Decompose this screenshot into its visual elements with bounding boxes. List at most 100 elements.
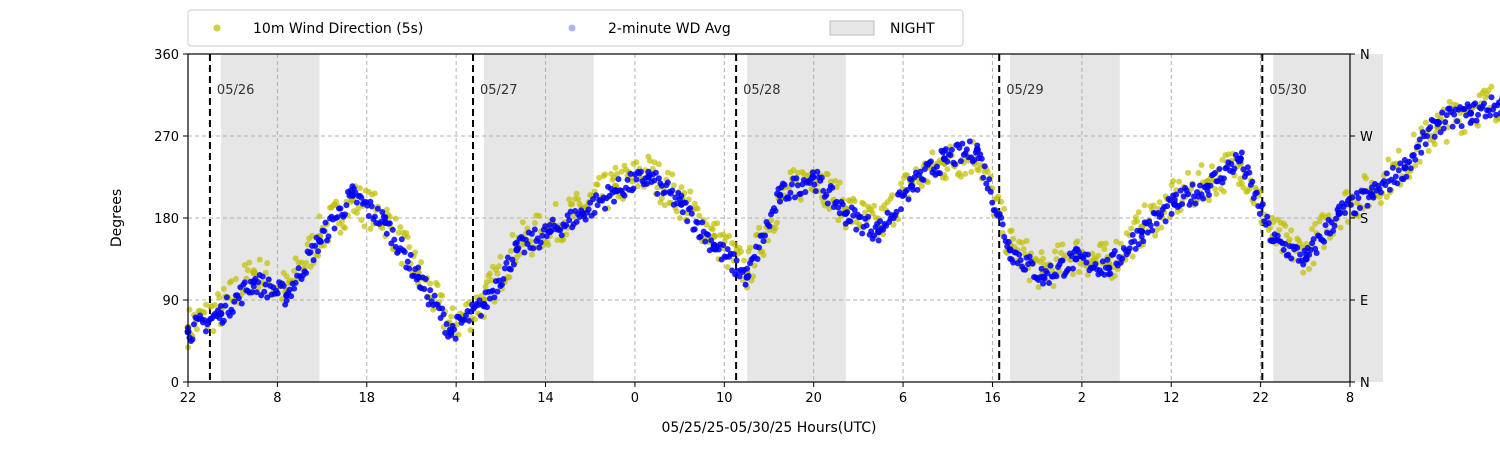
data-point (794, 182, 801, 189)
data-point (1113, 238, 1120, 245)
data-point (334, 214, 341, 221)
data-point (519, 219, 526, 226)
data-point (1005, 238, 1012, 245)
data-point (1173, 191, 1180, 198)
x-tick-label: 4 (452, 391, 460, 406)
data-point (730, 251, 737, 258)
data-point (1353, 190, 1360, 197)
series-wd-2min-avg (184, 94, 1500, 345)
data-point (1164, 203, 1171, 210)
data-point (781, 181, 788, 188)
x-tick-label: 16 (984, 391, 1001, 406)
data-point (421, 286, 428, 293)
data-point (968, 168, 975, 175)
data-point (414, 273, 422, 281)
data-point (573, 218, 580, 225)
data-point (678, 184, 685, 191)
data-point (337, 229, 344, 236)
data-point (788, 181, 795, 188)
data-point (241, 262, 248, 269)
data-point (1240, 166, 1247, 173)
data-point (1144, 229, 1151, 236)
data-point (1469, 117, 1476, 124)
data-point (321, 228, 328, 235)
data-point (814, 168, 821, 175)
data-point (957, 158, 964, 165)
data-point (697, 233, 704, 240)
data-point (863, 222, 870, 229)
data-point (1095, 252, 1102, 259)
data-point (404, 258, 411, 265)
data-point (1283, 232, 1290, 239)
data-point (549, 216, 556, 223)
data-point (507, 248, 514, 255)
data-point (594, 202, 601, 209)
data-point (343, 202, 350, 209)
data-point (371, 190, 378, 197)
data-point (918, 182, 925, 189)
data-point (1250, 200, 1257, 207)
y-tick-label: 0 (171, 376, 179, 391)
legend-item: 2-minute WD Avg (568, 21, 731, 37)
data-point (1246, 169, 1253, 176)
data-point (537, 239, 544, 246)
data-point (1461, 128, 1468, 135)
data-point (1173, 187, 1180, 194)
legend-label: 10m Wind Direction (5s) (253, 21, 423, 37)
data-point (850, 212, 857, 219)
data-point (1141, 202, 1148, 209)
data-point (1195, 169, 1202, 176)
data-point (1418, 149, 1425, 156)
data-point (627, 170, 634, 177)
y-tick-label: 270 (154, 130, 179, 145)
data-point (812, 188, 819, 195)
data-point (1286, 236, 1293, 243)
data-point (379, 208, 386, 215)
data-point (1356, 204, 1363, 211)
data-point (911, 174, 918, 181)
data-point (980, 174, 987, 181)
data-point (536, 244, 543, 251)
data-point (1131, 238, 1138, 245)
data-point (280, 282, 287, 289)
day-label: 05/27 (480, 83, 517, 98)
data-point (747, 244, 754, 251)
data-point (494, 288, 501, 295)
x-tick-label: 6 (899, 391, 907, 406)
data-point (963, 146, 970, 153)
data-point (1238, 180, 1245, 187)
data-point (1383, 170, 1390, 177)
data-point (956, 144, 963, 151)
data-point (790, 167, 797, 174)
legend-label: 2-minute WD Avg (608, 21, 731, 37)
data-point (341, 211, 348, 218)
data-point (383, 206, 390, 213)
data-point (507, 266, 514, 273)
data-point (407, 251, 414, 258)
data-point (658, 182, 665, 189)
data-point (732, 241, 739, 248)
data-point (250, 269, 258, 277)
data-point (1449, 123, 1456, 130)
data-point (658, 195, 665, 202)
data-point (223, 294, 230, 301)
data-point (211, 302, 218, 309)
data-point (889, 192, 896, 199)
data-point (570, 213, 577, 220)
data-point (765, 237, 772, 244)
data-point (1020, 246, 1027, 253)
y-axis-label: Degrees (109, 189, 125, 247)
data-point (1488, 94, 1495, 101)
x-tick-label: 8 (1346, 391, 1354, 406)
data-point (917, 168, 924, 175)
data-point (1192, 200, 1199, 207)
data-point (694, 219, 701, 226)
data-point (824, 200, 831, 207)
data-point (1040, 280, 1047, 287)
data-point (1473, 117, 1480, 124)
data-point (787, 189, 794, 196)
data-point (585, 206, 592, 213)
data-point (374, 205, 381, 212)
data-point (189, 336, 196, 343)
